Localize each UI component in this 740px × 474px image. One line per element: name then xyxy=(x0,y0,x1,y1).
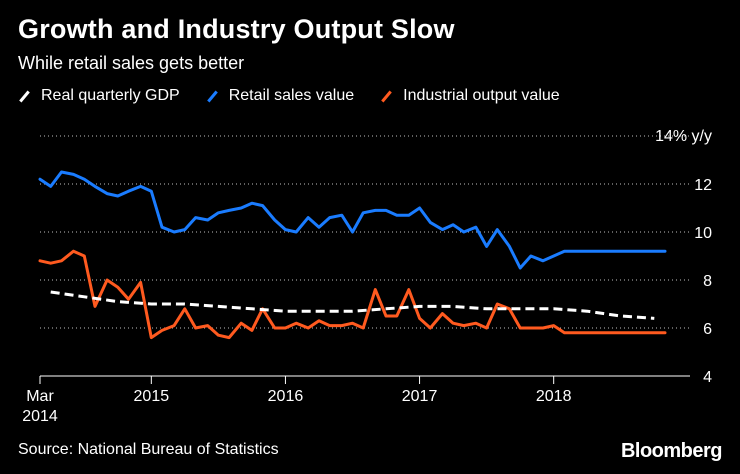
legend-label-retail: Retail sales value xyxy=(228,87,355,104)
y-axis-unit-label: 14% y/y xyxy=(655,128,712,145)
y-tick-label: 6 xyxy=(703,321,712,338)
retail-series-line xyxy=(38,170,667,270)
legend-label-gdp: Real quarterly GDP xyxy=(41,87,180,104)
legend-item-industrial: Industrial output value xyxy=(380,87,560,105)
x-tick-label-year: 2014 xyxy=(22,408,58,425)
y-tick-label: 10 xyxy=(694,225,712,242)
bloomberg-logo: Bloomberg xyxy=(620,440,723,462)
gdp-series-line xyxy=(50,290,655,320)
legend-item-gdp: Real quarterly GDP xyxy=(18,87,180,105)
y-tick-label: 12 xyxy=(694,177,712,194)
source-note: Source: National Bureau of Statistics xyxy=(18,441,279,458)
x-tick-label: Mar xyxy=(26,388,54,405)
legend: Real quarterly GDP Retail sales value In… xyxy=(18,87,586,105)
chart-subtitle: While retail sales gets better xyxy=(18,53,245,73)
industrial-series-line xyxy=(38,249,667,340)
x-tick-label: 2017 xyxy=(402,388,438,405)
x-tick-label: 2018 xyxy=(536,388,572,405)
chart-title: Growth and Industry Output Slow xyxy=(18,14,455,44)
x-tick-label: 2016 xyxy=(268,388,304,405)
x-tick-label: 2015 xyxy=(134,388,170,405)
y-tick-label: 4 xyxy=(703,369,712,386)
legend-label-industrial: Industrial output value xyxy=(403,87,560,104)
legend-item-retail: Retail sales value xyxy=(206,87,354,105)
y-tick-label: 8 xyxy=(703,273,712,290)
